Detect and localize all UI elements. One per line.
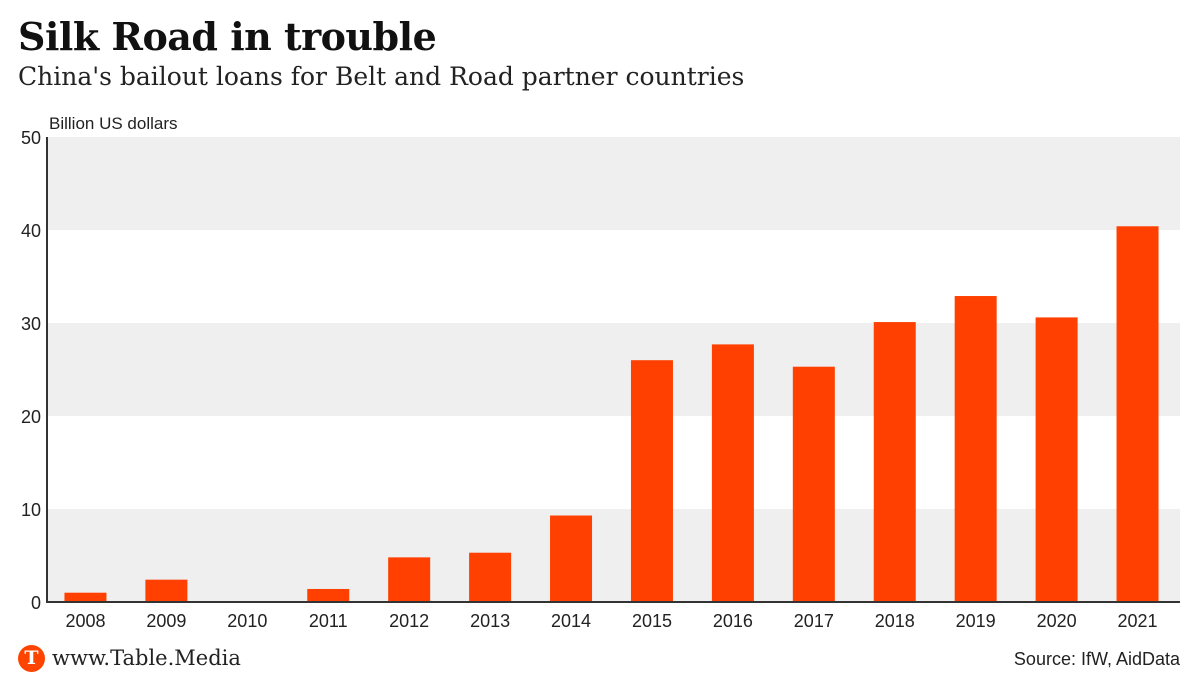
x-tick-label: 2014 — [551, 611, 591, 631]
x-tick-label: 2011 — [309, 611, 348, 631]
x-tick-label: 2009 — [146, 611, 186, 631]
bar-2015 — [630, 360, 673, 602]
y-tick-label: 30 — [21, 314, 41, 334]
bar-2020 — [1035, 317, 1078, 602]
x-tick-label: 2012 — [389, 611, 429, 631]
y-tick-label: 40 — [21, 221, 41, 241]
bar-2008 — [64, 592, 107, 602]
bar-2013 — [469, 552, 512, 602]
bar-2018 — [873, 322, 916, 602]
bar-2019 — [954, 296, 997, 602]
x-tick-label: 2017 — [794, 611, 834, 631]
site-url: www.Table.Media — [52, 646, 241, 670]
x-tick-label: 2018 — [875, 611, 915, 631]
bar-2016 — [711, 344, 754, 602]
table-media-logo-icon: T — [18, 645, 45, 672]
chart-title: Silk Road in trouble — [18, 14, 437, 59]
y-tick-label: 50 — [21, 128, 41, 148]
y-axis-label: Billion US dollars — [49, 114, 178, 133]
chart-subtitle: China's bailout loans for Belt and Road … — [18, 62, 745, 91]
x-tick-label: 2020 — [1037, 611, 1077, 631]
grid-band — [47, 137, 1180, 230]
bar-2011 — [307, 588, 350, 602]
x-tick-label: 2021 — [1118, 611, 1158, 631]
grid-band — [47, 509, 1180, 602]
y-tick-label: 10 — [21, 500, 41, 520]
y-tick-label: 0 — [31, 593, 41, 613]
y-tick-label: 20 — [21, 407, 41, 427]
x-tick-label: 2008 — [65, 611, 105, 631]
x-tick-label: 2013 — [470, 611, 510, 631]
x-tick-label: 2015 — [632, 611, 672, 631]
x-tick-label: 2019 — [956, 611, 996, 631]
x-tick-label: 2010 — [227, 611, 267, 631]
bar-2014 — [550, 515, 593, 602]
bar-2009 — [145, 579, 188, 602]
bar-2012 — [388, 557, 431, 602]
source-note: Source: IfW, AidData — [1013, 649, 1180, 669]
bar-2017 — [792, 366, 835, 602]
x-tick-label: 2016 — [713, 611, 753, 631]
grid-band — [47, 323, 1180, 416]
bar-2021 — [1116, 226, 1159, 602]
